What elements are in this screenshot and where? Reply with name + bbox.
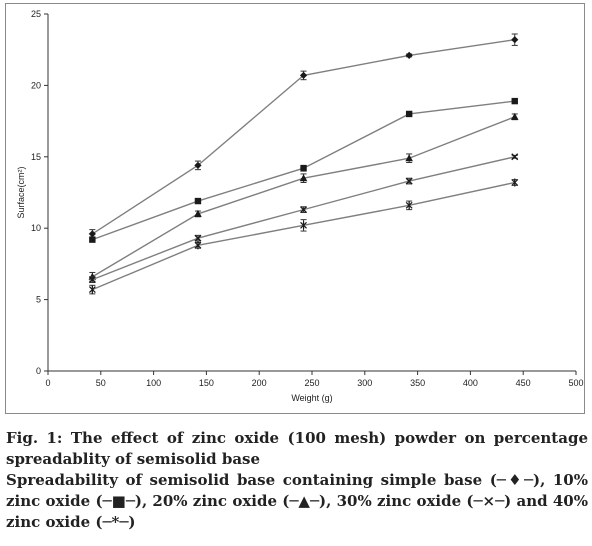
x-tick-label: 200	[252, 378, 267, 388]
data-point	[511, 36, 519, 44]
x-tick-label: 0	[45, 378, 50, 388]
chart-frame: 0 5 10 15 20 25 0 50 100 150 200 250 300 350 400 450 500…	[5, 3, 585, 414]
data-point	[88, 285, 96, 294]
data-point	[89, 236, 96, 243]
data-point	[405, 110, 413, 118]
x-tick-label: 500	[568, 378, 583, 388]
data-point	[299, 174, 308, 182]
series-layer	[88, 33, 519, 295]
x-tick-label: 450	[516, 378, 531, 388]
data-point	[405, 177, 413, 185]
data-point	[194, 209, 202, 217]
data-point	[194, 234, 202, 242]
data-point	[405, 154, 413, 162]
data-point	[511, 97, 518, 105]
data-point	[405, 51, 413, 60]
x-tick-label: 250	[304, 378, 319, 388]
data-point	[300, 165, 307, 172]
x-tick-label: 300	[357, 378, 372, 388]
data-point	[194, 241, 202, 250]
y-tick-label: 5	[36, 295, 41, 305]
x-tick-label: 150	[199, 378, 214, 388]
series-line	[91, 39, 515, 235]
y-tick-label: 15	[31, 152, 41, 162]
data-point-stroke	[194, 234, 202, 242]
data-point	[511, 178, 519, 187]
y-tick-label: 0	[36, 366, 41, 376]
data-point	[194, 161, 202, 169]
data-point	[405, 201, 413, 210]
series-line	[92, 181, 515, 291]
series-5	[88, 178, 519, 295]
y-tick-label: 20	[31, 80, 41, 90]
data-point	[194, 197, 202, 205]
series-4	[88, 153, 519, 284]
caption-title: Fig. 1: The effect of zinc oxide (100 me…	[6, 429, 588, 468]
y-tick-label: 25	[31, 9, 41, 19]
data-point	[300, 206, 308, 214]
series-2	[89, 97, 518, 243]
y-tick-label: 10	[31, 223, 41, 233]
data-point	[510, 112, 519, 120]
data-point	[88, 230, 96, 238]
y-axis-title: Surface(cm²)	[16, 166, 26, 218]
data-point	[511, 153, 519, 161]
x-tick-label: 350	[410, 378, 425, 388]
x-tick-label: 50	[96, 378, 106, 388]
data-point-stroke	[300, 206, 308, 214]
data-point	[299, 71, 308, 80]
data-point-stroke	[405, 177, 413, 185]
data-point	[300, 221, 307, 230]
x-tick-label: 400	[463, 378, 478, 388]
caption-body: Spreadability of semisolid base containi…	[6, 471, 588, 531]
x-axis-title: Weight (g)	[291, 393, 332, 403]
data-point-stroke	[511, 153, 519, 161]
data-point-stroke	[88, 276, 96, 284]
data-point	[88, 276, 96, 284]
x-tick-label: 100	[146, 378, 161, 388]
figure-caption: Fig. 1: The effect of zinc oxide (100 me…	[6, 428, 588, 533]
